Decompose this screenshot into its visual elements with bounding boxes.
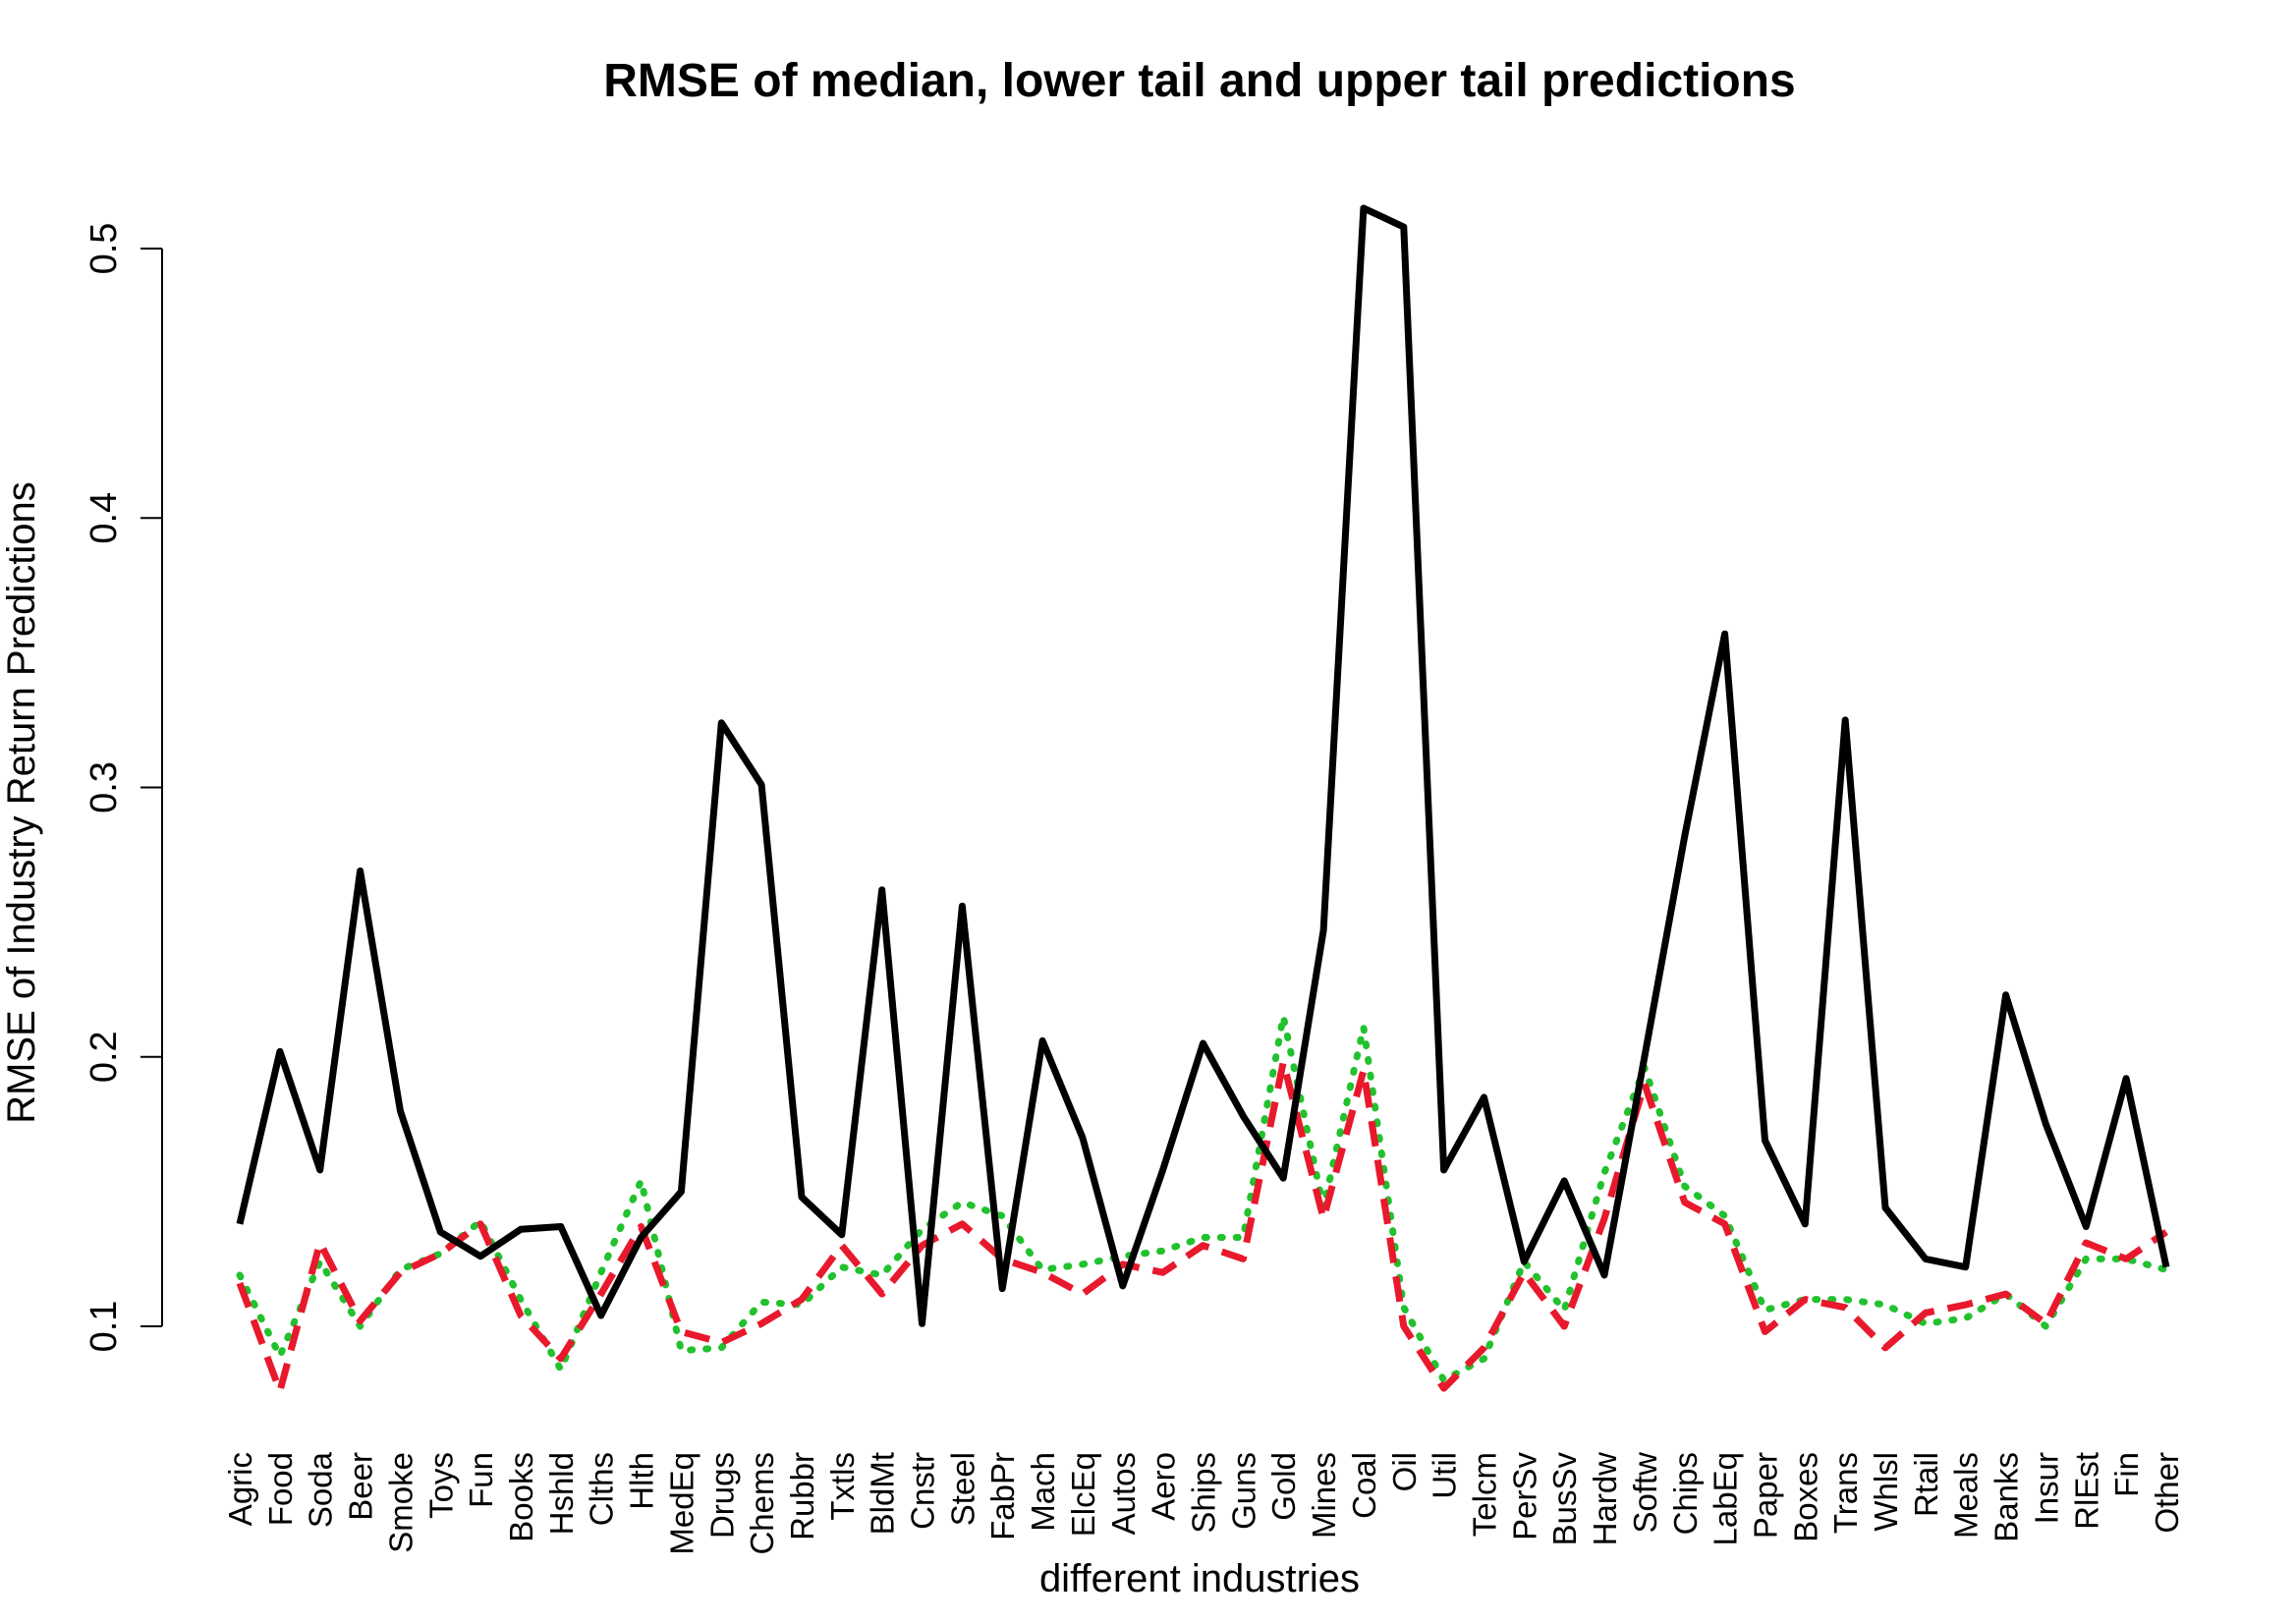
- x-tick-label: Chems: [744, 1452, 780, 1555]
- x-tick-label: Fun: [463, 1452, 499, 1508]
- x-tick-label: Softw: [1627, 1452, 1663, 1534]
- x-tick-label: Util: [1427, 1452, 1463, 1499]
- x-tick-label: Rtail: [1908, 1452, 1944, 1517]
- x-axis-ticks: Agric Food Soda Beer Smoke Toys Fun Books Hshld C…: [222, 1451, 2185, 1554]
- x-tick-label: Whlsl: [1868, 1452, 1904, 1532]
- x-tick-label: BldMt: [865, 1452, 901, 1535]
- x-tick-label: Hardw: [1587, 1452, 1623, 1546]
- series-line-dashed: [236, 1058, 2168, 1395]
- x-tick-label: FabPr: [984, 1452, 1021, 1540]
- series-line-solid: [236, 204, 2170, 1327]
- x-tick-label: Hshld: [543, 1452, 580, 1535]
- x-tick-label: Steel: [944, 1452, 980, 1526]
- x-tick-label: LabEq: [1708, 1452, 1744, 1545]
- x-tick-label: BusSv: [1546, 1452, 1583, 1546]
- x-tick-label: ElcEq: [1065, 1452, 1101, 1537]
- x-tick-label: Books: [503, 1452, 539, 1542]
- x-tick-label: Smoke: [382, 1452, 419, 1553]
- x-tick-label: Oil: [1386, 1452, 1423, 1491]
- x-tick-label: Boxes: [1787, 1452, 1823, 1542]
- x-tick-label: Gold: [1265, 1452, 1302, 1521]
- x-tick-label: Meals: [1948, 1452, 1985, 1539]
- series-layer: [236, 204, 2170, 1395]
- x-tick-label: Drugs: [703, 1452, 740, 1539]
- y-axis: 0.1 0.2 0.3 0.4 0.5: [84, 223, 163, 1353]
- x-tick-label: Food: [262, 1452, 299, 1526]
- x-tick-label: Fin: [2108, 1452, 2145, 1497]
- x-tick-label: Ships: [1186, 1452, 1222, 1534]
- x-tick-label: Aero: [1146, 1452, 1182, 1521]
- y-tick-label: 0.5: [84, 223, 125, 275]
- x-tick-label: Toys: [422, 1452, 459, 1519]
- x-tick-label: Telcm: [1466, 1452, 1502, 1537]
- x-tick-label: Agric: [222, 1452, 258, 1526]
- x-tick-label: RlEst: [2068, 1452, 2104, 1530]
- x-tick-label: Guns: [1225, 1452, 1261, 1530]
- chart-title: RMSE of median, lower tail and upper tai…: [603, 55, 1796, 107]
- x-tick-label: Clths: [584, 1452, 620, 1526]
- x-tick-label: Soda: [303, 1451, 339, 1528]
- x-tick-label: Paper: [1747, 1452, 1783, 1539]
- x-tick-label: Coal: [1346, 1452, 1382, 1519]
- x-tick-label: Beer: [343, 1452, 379, 1521]
- x-tick-label: MedEq: [663, 1452, 700, 1555]
- x-tick-label: Rubbr: [784, 1452, 820, 1540]
- series-line-dotted: [236, 1013, 2170, 1384]
- x-tick-label: Other: [2149, 1452, 2185, 1534]
- x-tick-label: Chips: [1667, 1452, 1704, 1535]
- x-tick-label: Cnstr: [905, 1452, 941, 1530]
- x-tick-label: Mines: [1306, 1452, 1342, 1539]
- x-tick-label: Autos: [1105, 1452, 1142, 1535]
- y-tick-label: 0.4: [84, 492, 125, 544]
- x-tick-label: Mach: [1025, 1452, 1061, 1532]
- x-axis-label: different industries: [1039, 1557, 1360, 1600]
- x-tick-label: Banks: [1988, 1452, 2025, 1542]
- x-tick-label: Trans: [1827, 1452, 1864, 1534]
- x-tick-label: Hlth: [624, 1452, 660, 1510]
- y-tick-label: 0.2: [84, 1031, 125, 1083]
- y-tick-label: 0.1: [84, 1301, 125, 1353]
- x-tick-label: Insur: [2028, 1452, 2064, 1524]
- y-tick-label: 0.3: [84, 761, 125, 813]
- y-axis-label: RMSE of Industry Return Predictions: [0, 481, 43, 1124]
- x-tick-label: Txtls: [824, 1452, 861, 1521]
- x-tick-label: PerSv: [1506, 1452, 1542, 1540]
